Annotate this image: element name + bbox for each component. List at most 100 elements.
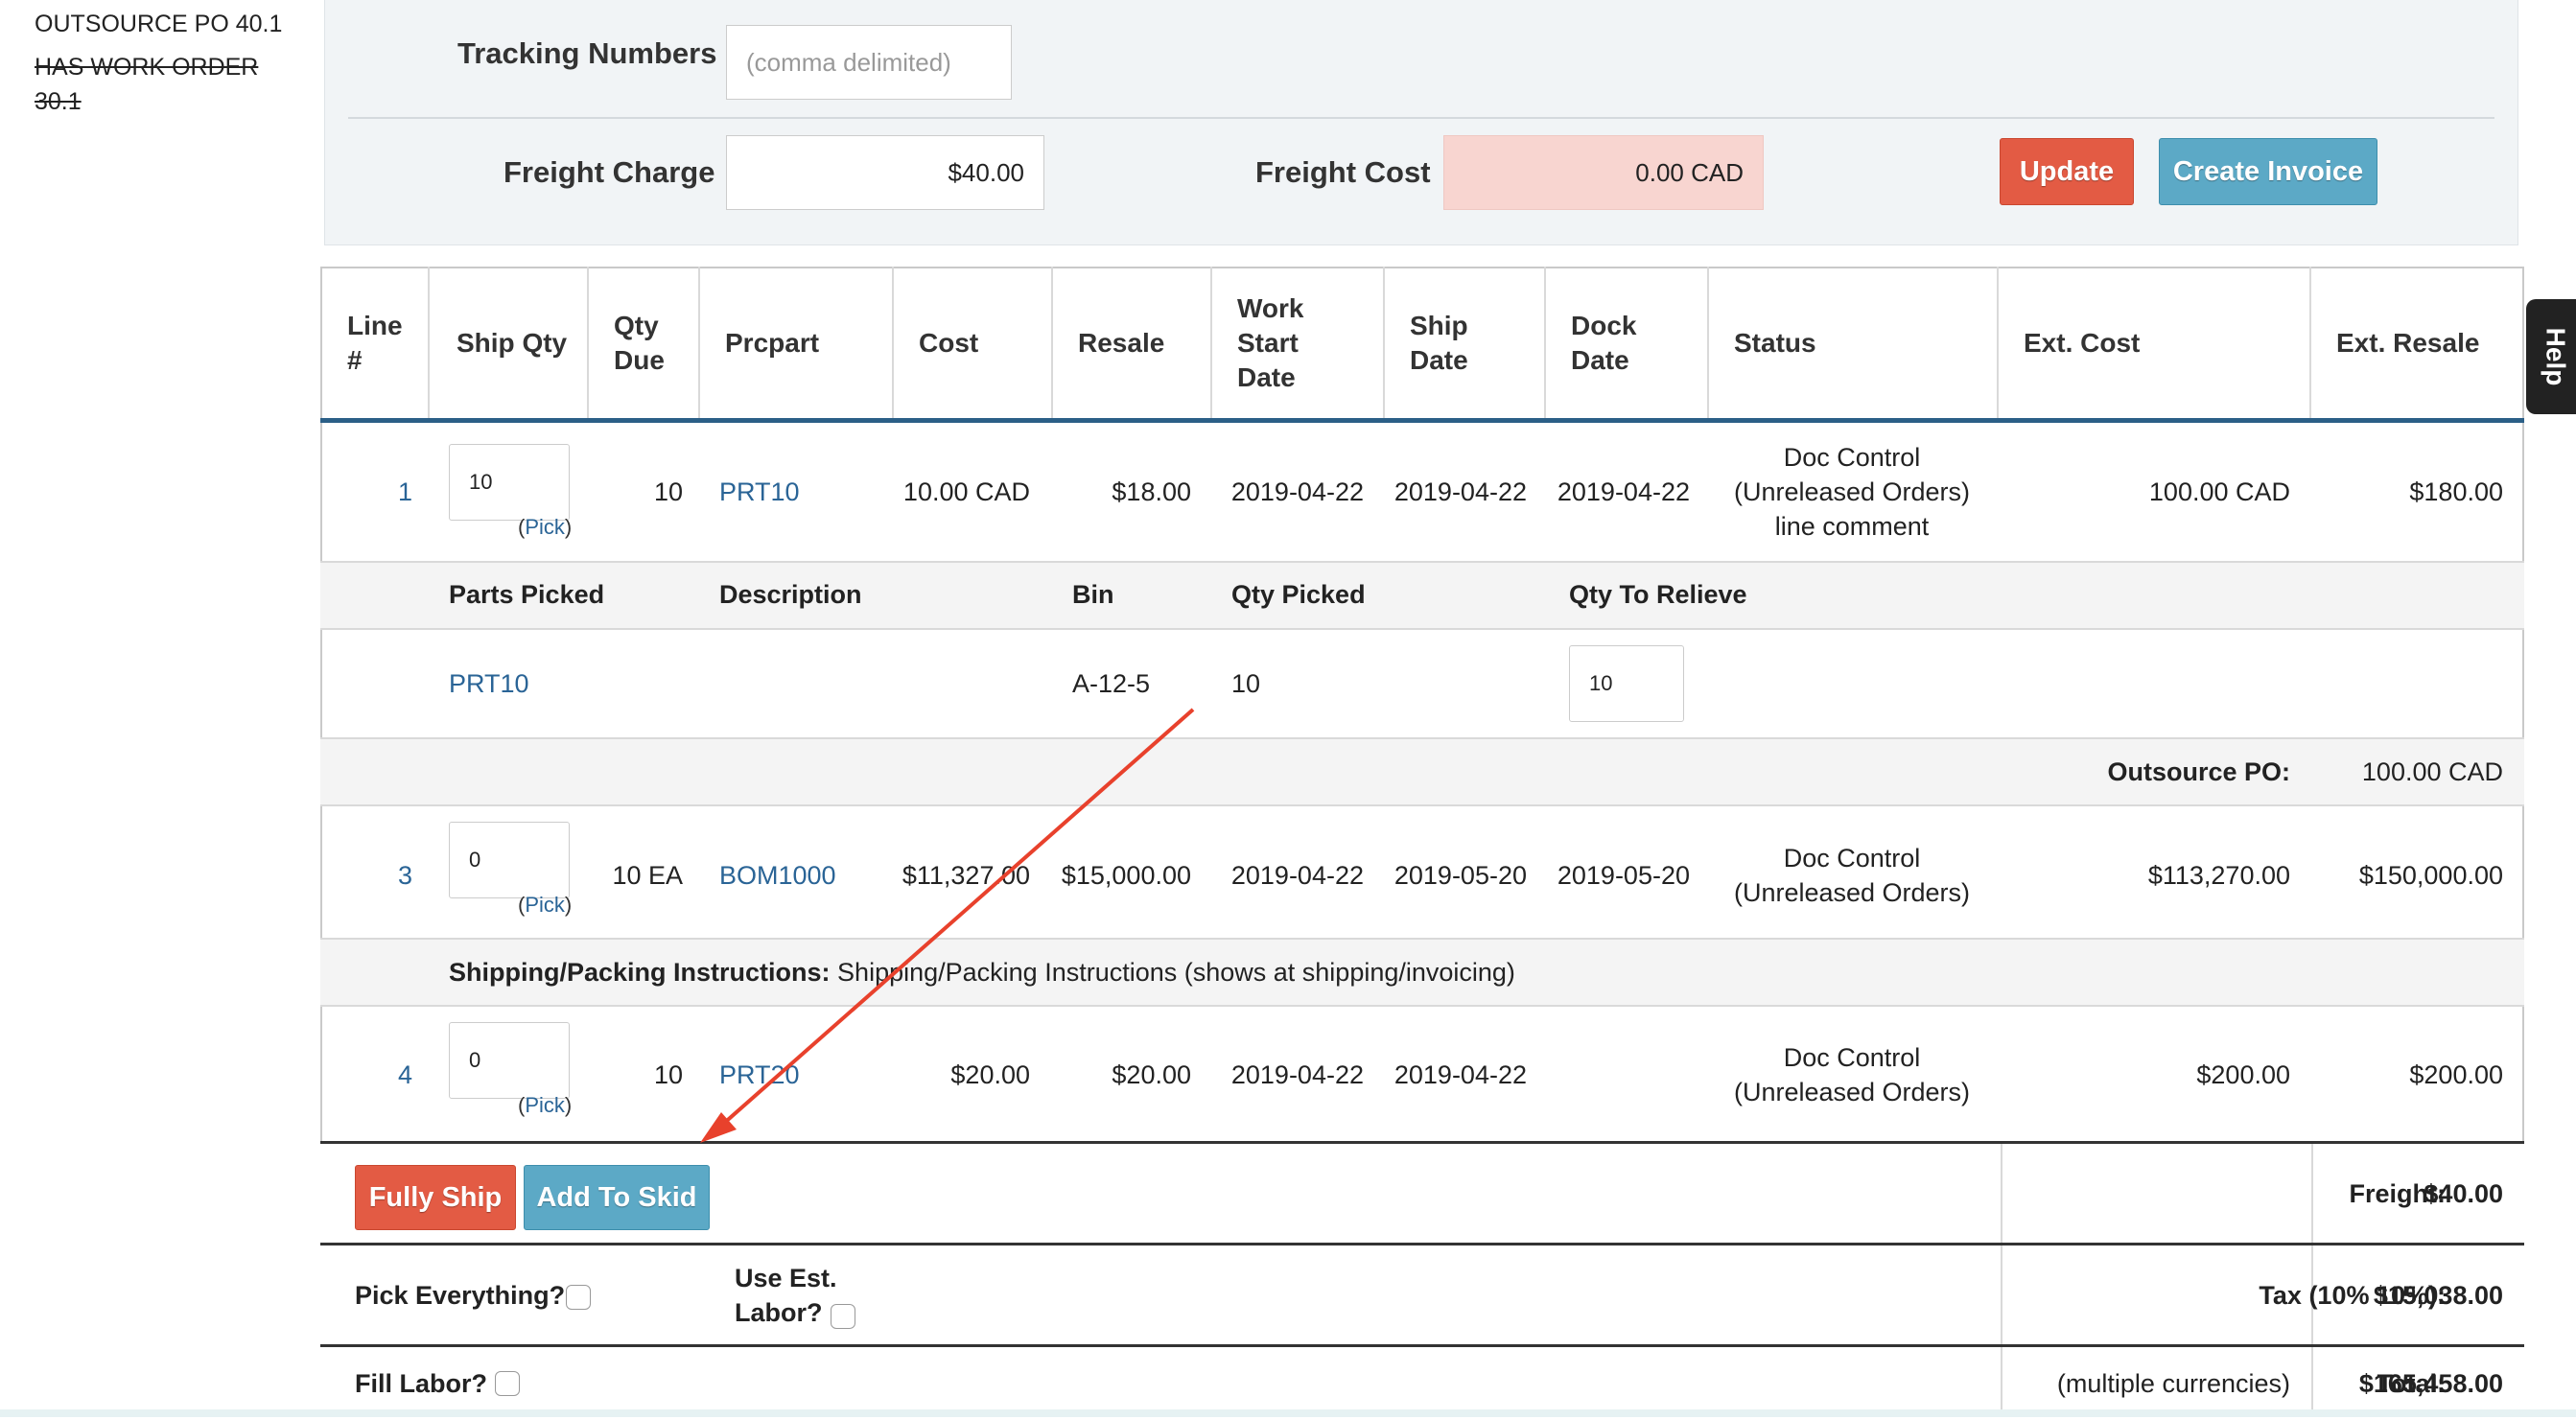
footer-divider [2311,1144,2313,1417]
col-ship-qty[interactable]: Ship Qty [428,267,587,420]
line-number-link[interactable]: 4 [320,1007,412,1143]
col-dock-date[interactable]: Dock Date [1544,267,1707,420]
shipping-instructions-label: Shipping/Packing Instructions: [449,958,831,987]
freight-charge-label: Freight Charge [503,155,715,189]
status: Doc Control (Unreleased Orders) line com… [1707,423,1997,561]
col-qty-due-label: Qty Due [614,311,665,375]
qty-to-relieve-input[interactable]: 10 [1569,645,1684,722]
line-number-link[interactable]: 1 [320,423,412,561]
prcpart-link[interactable]: BOM1000 [719,806,892,944]
dock-date: 2019-05-20 [1557,861,1690,890]
line-number[interactable]: 3 [397,861,412,890]
pick-label[interactable]: Pick [525,893,565,917]
header-rule [320,418,2524,423]
freight-cost-label: Freight Cost [1255,155,1431,189]
total-currency-note: (multiple currencies) [2056,1369,2290,1398]
update-button[interactable]: Update [2000,138,2134,205]
row-divider [320,804,2524,806]
col-line[interactable]: Line # [320,267,428,420]
fill-labor-checkbox[interactable] [495,1371,520,1396]
resale: $18.00 [1112,477,1191,506]
prcpart[interactable]: PRT10 [719,477,800,506]
status-line: Doc Control [1783,844,1921,873]
status: Doc Control (Unreleased Orders) [1707,806,1997,944]
col-status[interactable]: Status [1707,267,1997,420]
outsource-po-label[interactable]: OUTSOURCE PO 40.1 [35,11,283,37]
help-tab[interactable]: Help [2526,299,2576,414]
cost: $11,327.00 [902,861,1030,890]
prcpart-link[interactable]: PRT10 [719,423,892,561]
prcpart[interactable]: PRT20 [719,1060,800,1089]
col-ext-cost[interactable]: Ext. Cost [1997,267,2309,420]
sidebar: OUTSOURCE PO 40.1 HAS WORK ORDER 30.1 [35,10,284,119]
pick-link[interactable]: (Pick) [518,1093,573,1117]
ship-qty-input[interactable]: 10 [449,444,570,521]
ext-resale: $200.00 [2409,1060,2503,1089]
shipping-instructions-text: Shipping/Packing Instructions (shows at … [837,958,1515,987]
bin-header: Bin [1072,580,1114,609]
status-line: Doc Control [1783,443,1921,472]
pick-link[interactable]: (Pick) [518,515,573,539]
ship-qty-input[interactable]: 0 [449,1022,570,1099]
fully-ship-button[interactable]: Fully Ship [355,1165,516,1230]
line-number[interactable]: 4 [397,1060,412,1089]
col-ext-resale-label: Ext. Resale [2336,328,2480,358]
col-ext-cost-label: Ext. Cost [2024,328,2141,358]
col-status-label: Status [1734,328,1816,358]
pick-link[interactable]: (Pick) [518,893,573,917]
col-prcpart[interactable]: Prcpart [698,267,892,420]
line-number-link[interactable]: 3 [320,806,412,944]
shipping-panel: Tracking Numbers (comma delimited) Freig… [324,0,2518,245]
col-qty-due[interactable]: Qty Due [587,267,698,420]
panel-divider [348,117,2494,119]
prcpart[interactable]: BOM1000 [719,861,836,890]
picked-bin: A-12-5 [1072,669,1151,698]
col-cost-label: Cost [919,328,979,358]
ext-cost: $200.00 [2196,1060,2290,1089]
line-number[interactable]: 1 [397,477,412,506]
ext-resale: $180.00 [2409,477,2503,506]
pick-label[interactable]: Pick [525,515,565,539]
freight-charge-input[interactable]: $40.00 [726,135,1044,210]
resale: $20.00 [1112,1060,1191,1089]
line-comment: line comment [1774,512,1930,541]
picked-part-link[interactable]: PRT10 [449,630,529,737]
annotation-arrow-line [719,708,1195,1128]
col-work-start[interactable]: Work Start Date [1210,267,1383,420]
col-ext-resale[interactable]: Ext. Resale [2309,267,2524,420]
footer-rule [320,1243,2524,1245]
add-to-skid-button[interactable]: Add To Skid [524,1165,710,1230]
col-line-label: Line # [347,311,403,375]
footer-divider [2001,1144,2002,1417]
col-ship-qty-label: Ship Qty [457,328,568,358]
table-row: 4 0 (Pick) 10 PRT20 $20.00 $20.00 2019-0… [320,1007,2524,1143]
tracking-numbers-input[interactable]: (comma delimited) [726,25,1012,100]
pick-everything-checkbox[interactable] [566,1285,591,1310]
status: Doc Control (Unreleased Orders) [1707,1007,1997,1143]
prcpart-link[interactable]: PRT20 [719,1007,892,1143]
pick-label[interactable]: Pick [525,1093,565,1117]
col-resale[interactable]: Resale [1051,267,1210,420]
header-divider [1383,267,1385,420]
picked-header-row: Parts Picked Description Bin Qty Picked … [320,561,2524,628]
picked-part[interactable]: PRT10 [449,669,529,698]
shipping-instructions: Shipping/Packing Instructions: Shipping/… [449,940,1515,1005]
ship-date: 2019-04-22 [1393,477,1527,506]
row-divider [320,737,2524,739]
qty-picked-header: Qty Picked [1231,580,1366,609]
create-invoice-button[interactable]: Create Invoice [2159,138,2377,205]
ship-qty-input[interactable]: 0 [449,822,570,898]
header-divider [1997,267,1999,420]
shipping-instructions-row: Shipping/Packing Instructions: Shipping/… [320,940,2524,1005]
col-resale-label: Resale [1078,328,1165,358]
qty-due: 10 [653,477,683,506]
col-cost[interactable]: Cost [892,267,1051,420]
use-est-labor-checkbox[interactable] [831,1304,855,1329]
col-ship-date[interactable]: Ship Date [1383,267,1544,420]
outsource-label: Outsource PO: [2107,757,2290,786]
col-prcpart-label: Prcpart [725,328,820,358]
tax-label: Tax (10% 10%): [2259,1281,2446,1310]
bottom-strip [0,1409,2576,1417]
col-ship-date-label: Ship Date [1410,311,1468,375]
work-order-label[interactable]: HAS WORK ORDER 30.1 [35,54,259,115]
